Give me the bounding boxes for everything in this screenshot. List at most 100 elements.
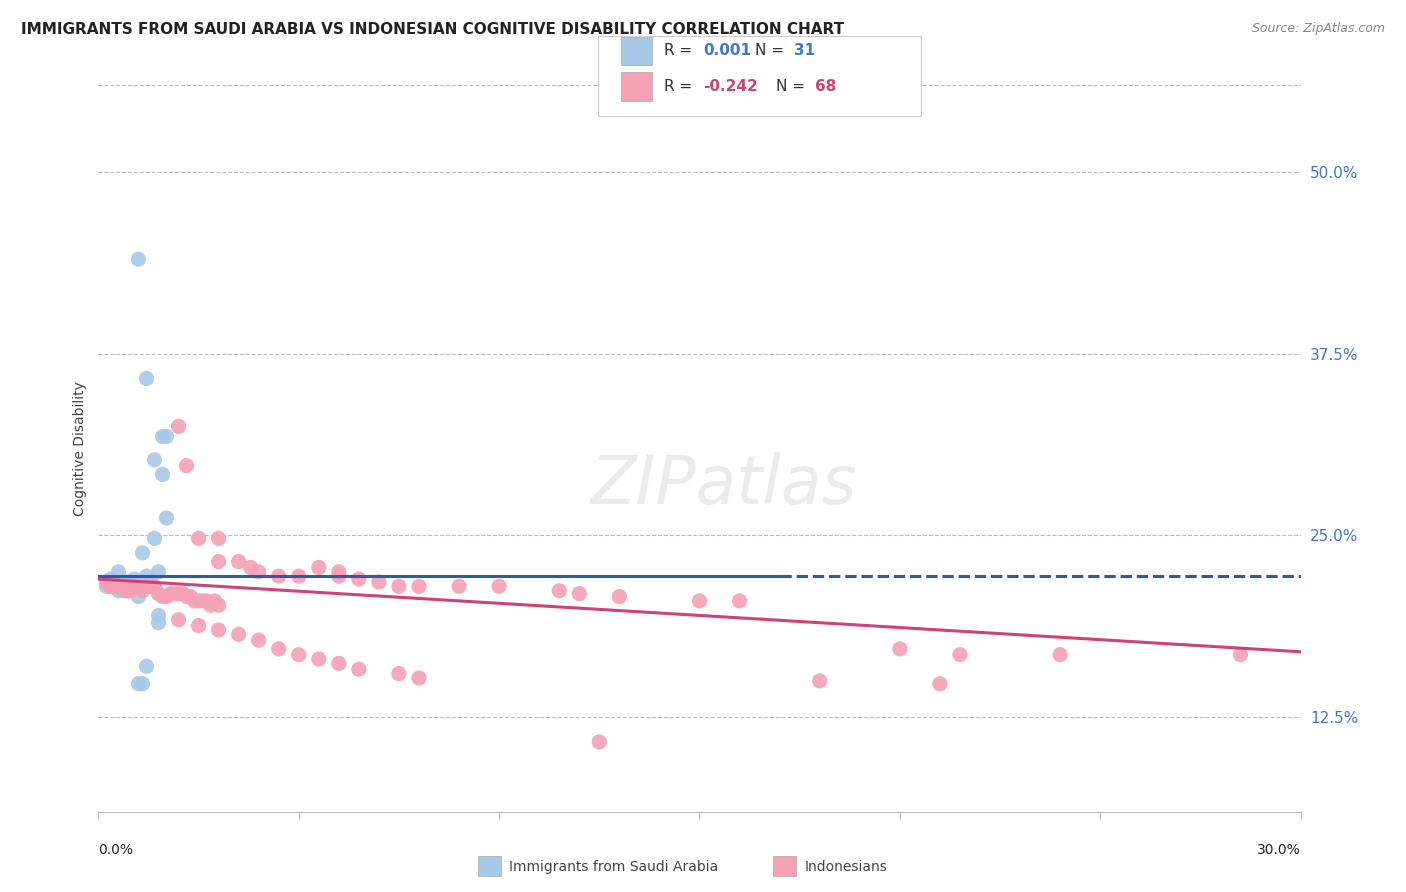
Point xyxy=(100,579,122,593)
Point xyxy=(155,590,177,604)
Point xyxy=(288,648,311,662)
Point xyxy=(163,587,186,601)
Point xyxy=(107,565,129,579)
Text: Indonesians: Indonesians xyxy=(804,860,887,874)
Point xyxy=(107,583,129,598)
Point xyxy=(368,574,391,589)
Point xyxy=(187,594,209,608)
Point xyxy=(96,574,118,589)
Point xyxy=(208,555,231,569)
Point xyxy=(308,652,330,666)
Point xyxy=(176,458,198,473)
Point xyxy=(139,574,162,589)
Point xyxy=(204,594,226,608)
Text: 0.0%: 0.0% xyxy=(98,843,134,857)
Point xyxy=(167,613,190,627)
Point xyxy=(347,662,370,676)
Point xyxy=(96,579,118,593)
Point xyxy=(111,583,134,598)
Point xyxy=(195,594,218,608)
Point xyxy=(228,555,250,569)
Text: Source: ZipAtlas.com: Source: ZipAtlas.com xyxy=(1251,22,1385,36)
Point xyxy=(247,633,270,648)
Point xyxy=(167,419,190,434)
Point xyxy=(328,657,350,671)
Point xyxy=(152,467,174,482)
Point xyxy=(1229,648,1251,662)
Point xyxy=(155,429,177,443)
Point xyxy=(111,579,134,593)
Point xyxy=(139,579,162,593)
Point xyxy=(1049,648,1071,662)
Point xyxy=(135,579,157,593)
Point xyxy=(120,583,142,598)
Text: 31: 31 xyxy=(794,44,815,58)
Point xyxy=(128,579,150,593)
Point xyxy=(135,659,157,673)
Point xyxy=(568,587,591,601)
Point xyxy=(808,673,831,688)
Text: R =: R = xyxy=(664,44,697,58)
Point xyxy=(100,579,122,593)
Point xyxy=(159,587,181,601)
Point xyxy=(143,579,166,593)
Point xyxy=(228,627,250,641)
Text: N =: N = xyxy=(776,79,810,94)
Point xyxy=(447,579,470,593)
Text: IMMIGRANTS FROM SAUDI ARABIA VS INDONESIAN COGNITIVE DISABILITY CORRELATION CHAR: IMMIGRANTS FROM SAUDI ARABIA VS INDONESI… xyxy=(21,22,844,37)
Point xyxy=(949,648,972,662)
Point xyxy=(347,572,370,586)
Point xyxy=(115,583,138,598)
Point xyxy=(131,583,153,598)
Point xyxy=(143,532,166,546)
Point xyxy=(135,569,157,583)
Point xyxy=(388,579,411,593)
Point xyxy=(488,579,510,593)
Point xyxy=(155,511,177,525)
Text: 30.0%: 30.0% xyxy=(1257,843,1301,857)
Point xyxy=(728,594,751,608)
Point xyxy=(100,572,122,586)
Point xyxy=(609,590,631,604)
Point xyxy=(103,574,125,589)
Point xyxy=(124,572,146,586)
Text: R =: R = xyxy=(664,79,697,94)
Text: 0.001: 0.001 xyxy=(703,44,751,58)
Point xyxy=(288,569,311,583)
Point xyxy=(200,599,222,613)
Point xyxy=(689,594,711,608)
Point xyxy=(148,565,170,579)
Point xyxy=(107,579,129,593)
Point xyxy=(103,579,125,593)
Point xyxy=(120,579,142,593)
Point xyxy=(408,579,430,593)
Point xyxy=(131,677,153,691)
Point xyxy=(187,532,209,546)
Text: N =: N = xyxy=(755,44,789,58)
Text: -0.242: -0.242 xyxy=(703,79,758,94)
Point xyxy=(152,429,174,443)
Point xyxy=(308,560,330,574)
Point xyxy=(889,641,911,656)
Y-axis label: Cognitive Disability: Cognitive Disability xyxy=(73,381,87,516)
Point xyxy=(172,587,194,601)
Point xyxy=(152,590,174,604)
Point xyxy=(111,579,134,593)
Point xyxy=(187,618,209,632)
Point xyxy=(115,583,138,598)
Point xyxy=(328,565,350,579)
Point xyxy=(247,565,270,579)
Point xyxy=(183,594,205,608)
Point xyxy=(124,579,146,593)
Point xyxy=(588,735,610,749)
Point xyxy=(929,677,952,691)
Point xyxy=(180,590,202,604)
Point xyxy=(267,569,290,583)
Point xyxy=(176,590,198,604)
Point xyxy=(128,579,150,593)
Point xyxy=(128,677,150,691)
Point xyxy=(388,666,411,681)
Point xyxy=(131,546,153,560)
Text: 68: 68 xyxy=(815,79,837,94)
Point xyxy=(208,623,231,637)
